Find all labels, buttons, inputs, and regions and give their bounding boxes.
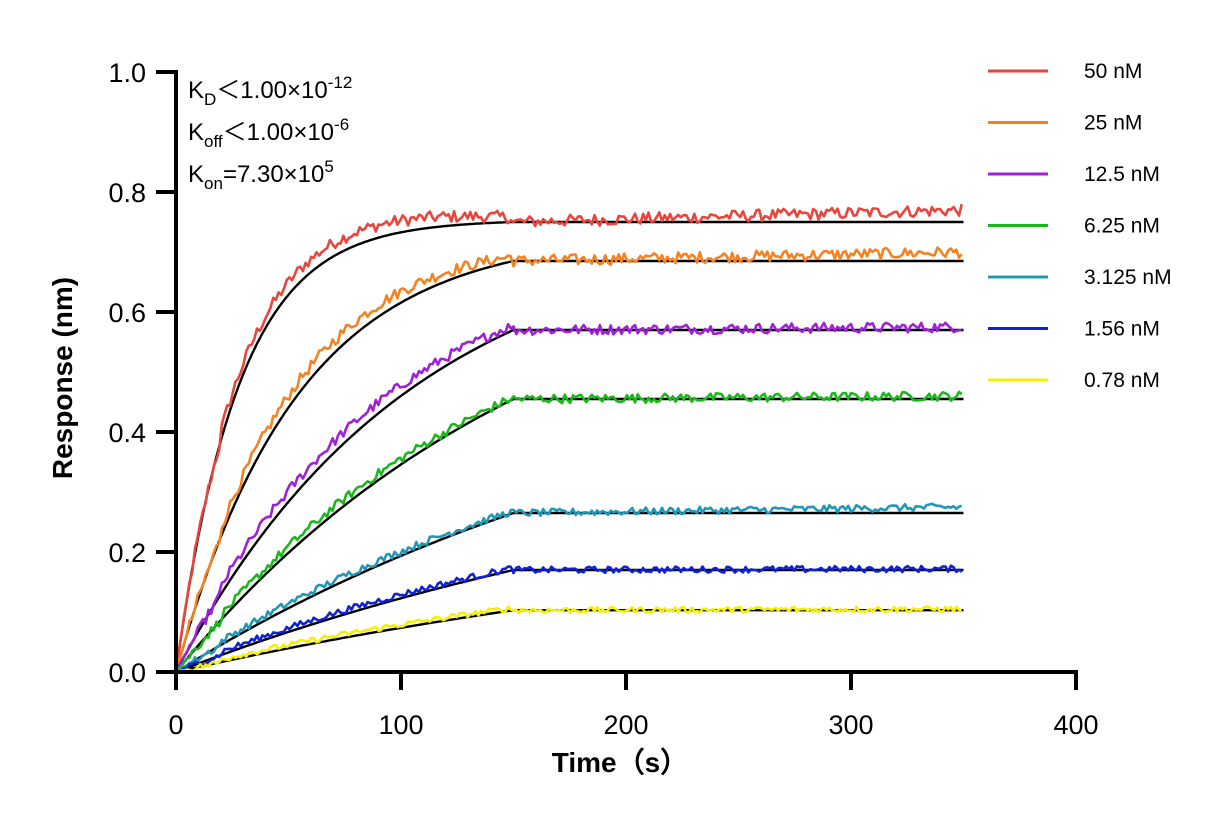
legend: 50 nM 25 nM 12.5 nM 6.25 nM 3.125 nM 1.56 nM 0… [988, 60, 1172, 392]
series-line-1 [174, 203, 963, 673]
fit-curve-2 [174, 259, 964, 673]
fit-curve-1 [174, 220, 964, 673]
kon-annotation: Kon=7.30×105 [188, 157, 334, 193]
kd-annotation: KD＜1.00×10-12 [188, 73, 352, 109]
y-axis-title: Response (nm) [47, 277, 78, 479]
series-line-4 [174, 390, 963, 673]
y-tick-label-0: 0.0 [108, 658, 146, 688]
legend-label-5: 3.125 nM [1084, 266, 1172, 289]
legend-label-7: 0.78 nM [1084, 369, 1160, 392]
y-tick-label-3: 0.6 [108, 298, 146, 328]
x-axis-title: Time（s） [552, 746, 688, 778]
axes: 0 100 200 300 400 0.0 0.2 0.4 0.6 0.8 1.0 [108, 58, 1098, 740]
legend-label-6: 1.56 nM [1084, 318, 1160, 341]
y-tick-label-4: 0.8 [108, 178, 146, 208]
fit-curve-3 [174, 328, 964, 673]
series-line-6 [175, 564, 963, 674]
y-tick-label-2: 0.4 [108, 418, 146, 448]
legend-label-1: 50 nM [1084, 60, 1142, 83]
koff-annotation: Koff＜1.00×10-6 [188, 115, 349, 151]
fit-curves [174, 220, 964, 674]
y-tick-label-5: 1.0 [108, 58, 146, 88]
fit-curve-4 [175, 397, 964, 673]
series-line-3 [174, 321, 962, 673]
series-line-5 [175, 502, 963, 674]
series-line-2 [174, 246, 963, 673]
fit-curve-6 [175, 568, 964, 674]
legend-label-2: 25 nM [1084, 112, 1142, 135]
x-tick-label-3: 300 [828, 710, 873, 740]
measured-curves [174, 203, 963, 674]
x-tick-label-2: 200 [603, 710, 648, 740]
legend-label-4: 6.25 nM [1084, 215, 1160, 238]
legend-label-3: 12.5 nM [1084, 163, 1160, 186]
y-tick-label-1: 0.2 [108, 538, 146, 568]
series-line-7 [175, 605, 962, 674]
x-tick-label-4: 400 [1053, 710, 1098, 740]
x-tick-label-1: 100 [378, 710, 423, 740]
x-tick-label-0: 0 [168, 710, 183, 740]
fit-curve-7 [175, 609, 964, 674]
